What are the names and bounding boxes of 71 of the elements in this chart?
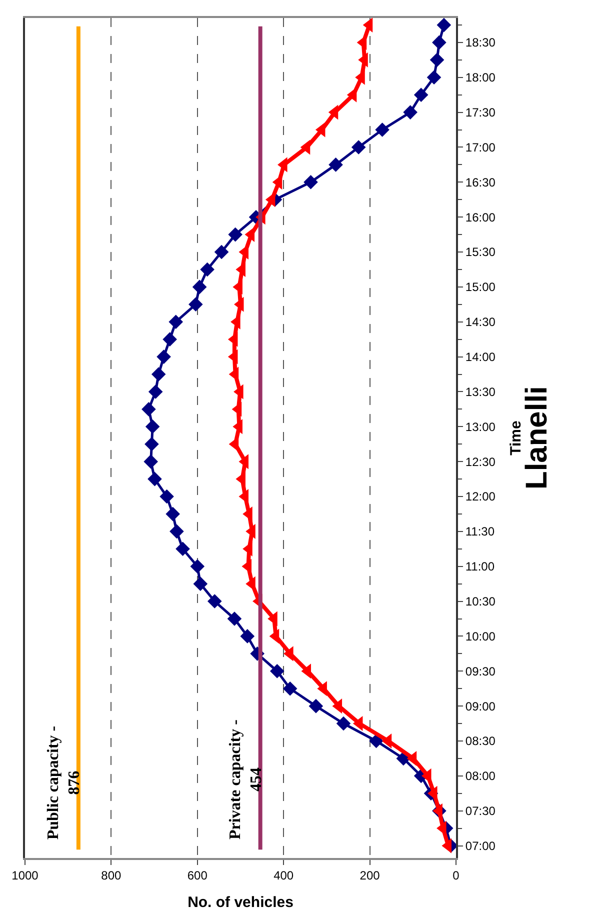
point xyxy=(144,436,159,452)
point xyxy=(142,402,156,416)
y-tick-label: 08:00 xyxy=(465,769,496,784)
point xyxy=(156,350,171,364)
point xyxy=(207,594,222,608)
y-tick-label: 08:30 xyxy=(465,734,496,748)
point xyxy=(148,384,163,399)
y-tick-label: 16:00 xyxy=(465,210,496,224)
y-tick-label: 15:30 xyxy=(465,245,496,260)
y-tick-label: 17:30 xyxy=(465,106,496,120)
y-tick-label: 09:30 xyxy=(465,664,496,678)
x-tick-label: 600 xyxy=(187,868,208,882)
point xyxy=(148,472,162,486)
y-tick-label: 11:30 xyxy=(465,524,495,539)
point xyxy=(430,52,444,68)
y-tick-label: 09:00 xyxy=(465,699,496,714)
y-tick-label: 12:00 xyxy=(465,490,496,504)
point xyxy=(270,664,284,678)
x-tick-label: 400 xyxy=(274,868,294,882)
point xyxy=(193,576,208,591)
point xyxy=(308,698,324,714)
point xyxy=(351,140,366,154)
point xyxy=(432,35,446,50)
point xyxy=(168,314,183,330)
point xyxy=(162,332,177,346)
x-tick-label: 200 xyxy=(360,868,380,882)
point xyxy=(336,716,351,731)
point xyxy=(200,262,214,277)
x-tick-label: 0 xyxy=(452,868,460,882)
x-tick-label: 1000 xyxy=(12,868,39,882)
y-tick-label: 11:00 xyxy=(465,560,495,574)
y-tick-label: 13:30 xyxy=(465,384,496,399)
point xyxy=(144,454,158,469)
y-tick-label: 14:30 xyxy=(465,315,496,330)
point xyxy=(190,559,205,574)
x-tick-label: 800 xyxy=(101,868,122,882)
point xyxy=(304,175,318,190)
y-tick-label: 15:00 xyxy=(465,280,496,294)
y-tick-label: 13:00 xyxy=(465,420,496,434)
point xyxy=(414,88,428,102)
point xyxy=(170,524,184,539)
point xyxy=(166,506,180,522)
point xyxy=(151,367,166,382)
y-tick-label: 10:00 xyxy=(465,629,496,644)
point xyxy=(436,18,452,32)
y-tick-label: 12:30 xyxy=(465,454,496,469)
point xyxy=(145,420,160,434)
point xyxy=(328,158,343,172)
point xyxy=(160,489,174,504)
point xyxy=(426,70,442,85)
x-axis-title: No. of vehicles xyxy=(188,894,294,911)
y-tick-label: 18:30 xyxy=(465,36,496,50)
point xyxy=(192,280,207,294)
point xyxy=(282,681,298,696)
point xyxy=(176,542,190,556)
y-tick-label: 16:30 xyxy=(465,175,496,190)
y-tick-label: 14:00 xyxy=(465,350,496,364)
point xyxy=(228,227,242,242)
ref-line-label: Private capacity - 454 xyxy=(227,720,265,840)
ref-line-label: Public capacity - 876 xyxy=(45,726,84,840)
point xyxy=(188,297,203,312)
y-tick-label: 10:30 xyxy=(465,594,496,608)
y-tick-label: 18:00 xyxy=(465,70,496,85)
y-tick-label: 17:00 xyxy=(465,140,496,154)
point xyxy=(214,244,229,260)
point xyxy=(240,629,255,644)
point xyxy=(403,105,418,120)
y-tick-label: 07:00 xyxy=(465,838,496,853)
point xyxy=(227,612,242,626)
point xyxy=(375,122,390,137)
y-tick-label: 07:30 xyxy=(465,804,496,818)
